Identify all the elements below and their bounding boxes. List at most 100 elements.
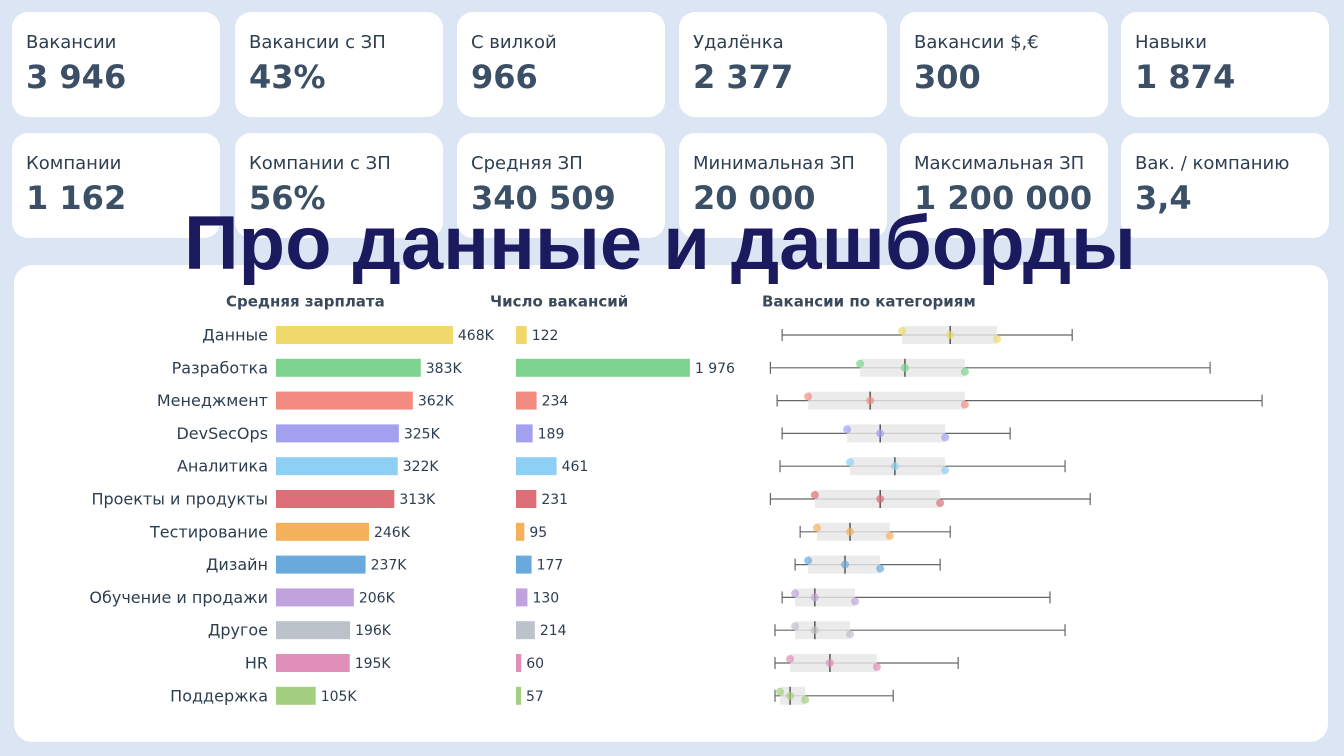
dot	[885, 531, 894, 540]
bar	[516, 424, 533, 443]
kpi-card: Вакансии с ЗП 43%	[235, 12, 443, 117]
dot	[876, 429, 885, 438]
bar	[516, 522, 525, 541]
chart-panel	[14, 265, 1328, 742]
dot	[840, 560, 849, 569]
dot	[936, 499, 945, 507]
dot	[810, 593, 819, 602]
dot	[898, 327, 907, 335]
category-label: Проекты и продукты	[91, 490, 268, 509]
dot	[890, 462, 899, 471]
dot	[791, 622, 800, 631]
kpi-label: С вилкой	[471, 32, 557, 53]
bar	[276, 522, 369, 541]
value-label: 383K	[426, 361, 463, 377]
category-label: Аналитика	[177, 457, 268, 476]
box	[847, 424, 946, 443]
chart-title: Число вакансий	[490, 293, 628, 311]
bar	[276, 326, 453, 344]
dot	[804, 556, 813, 565]
bar	[516, 457, 557, 476]
dot	[960, 367, 969, 376]
kpi-card: Удалёнка 2 377	[679, 12, 887, 117]
dot	[810, 491, 819, 499]
kpi-card: Навыки 1 874	[1121, 12, 1329, 117]
kpi-value: 2 377	[693, 58, 794, 96]
kpi-label: Вак. / компанию	[1135, 153, 1290, 174]
value-label: 322K	[403, 459, 440, 475]
dot	[801, 695, 810, 704]
value-label: 214	[540, 623, 567, 639]
dot	[946, 331, 955, 339]
bar	[516, 555, 532, 574]
kpi-card: Средняя ЗП 340 509	[457, 133, 665, 238]
kpi-card: Вакансии $,€ 300	[900, 12, 1108, 117]
kpi-value: 1 162	[26, 179, 127, 217]
dot	[825, 659, 834, 667]
bar	[516, 391, 537, 410]
dot	[846, 458, 855, 467]
kpi-value: 966	[471, 58, 538, 96]
bar	[516, 654, 522, 672]
dot	[846, 527, 855, 536]
dot	[791, 589, 800, 598]
value-label: 189	[538, 426, 565, 442]
kpi-card: Вак. / компанию 3,4	[1121, 133, 1329, 238]
value-label: 105K	[321, 689, 358, 705]
value-label: 196K	[355, 623, 392, 639]
dot	[804, 392, 813, 401]
category-label: Обучение и продажи	[89, 588, 268, 607]
category-label: Тестирование	[149, 522, 268, 541]
category-label: Данные	[202, 326, 268, 345]
dot	[843, 425, 852, 434]
dot	[941, 433, 950, 442]
bar	[276, 358, 421, 377]
value-label: 122	[532, 328, 559, 344]
category-label: Поддержка	[170, 686, 268, 705]
value-label: 60	[526, 656, 544, 672]
dot	[786, 691, 795, 700]
bar	[516, 621, 535, 640]
bar	[516, 358, 690, 377]
bar	[276, 391, 413, 410]
kpi-label: Вакансии	[26, 32, 117, 53]
kpi-label: Средняя ЗП	[471, 153, 583, 174]
bar	[276, 654, 350, 672]
kpi-label: Вакансии $,€	[914, 32, 1039, 53]
dot	[856, 359, 865, 368]
kpi-label: Минимальная ЗП	[693, 153, 855, 174]
value-label: 362K	[418, 394, 455, 410]
value-label: 195K	[355, 656, 392, 672]
dot	[810, 626, 819, 635]
kpi-value: 3,4	[1135, 179, 1192, 217]
dot	[786, 655, 795, 663]
dot	[866, 396, 875, 405]
category-label: Другое	[208, 621, 268, 640]
kpi-value: 1 874	[1135, 58, 1236, 96]
kpi-label: Навыки	[1135, 32, 1207, 53]
value-label: 237K	[371, 558, 408, 574]
box	[795, 621, 851, 640]
dot	[900, 363, 909, 372]
value-label: 130	[532, 590, 559, 606]
bar	[276, 490, 395, 508]
kpi-value: 20 000	[693, 179, 816, 217]
kpi-label: Компании	[26, 153, 122, 174]
kpi-label: Максимальная ЗП	[914, 153, 1085, 174]
dot	[941, 466, 950, 475]
box	[808, 391, 965, 410]
kpi-card: С вилкой 966	[457, 12, 665, 117]
value-label: 461	[562, 459, 589, 475]
bar	[276, 457, 398, 476]
dot	[846, 630, 855, 639]
dot	[960, 400, 969, 409]
value-label: 313K	[399, 492, 436, 508]
bar	[276, 686, 316, 705]
chart-title: Средняя зарплата	[226, 293, 385, 311]
kpi-value: 3 946	[26, 58, 127, 96]
value-label: 231	[541, 492, 568, 508]
dot	[876, 564, 885, 573]
category-label: Дизайн	[206, 555, 268, 574]
kpi-card: Компании с ЗП 56%	[235, 133, 443, 238]
